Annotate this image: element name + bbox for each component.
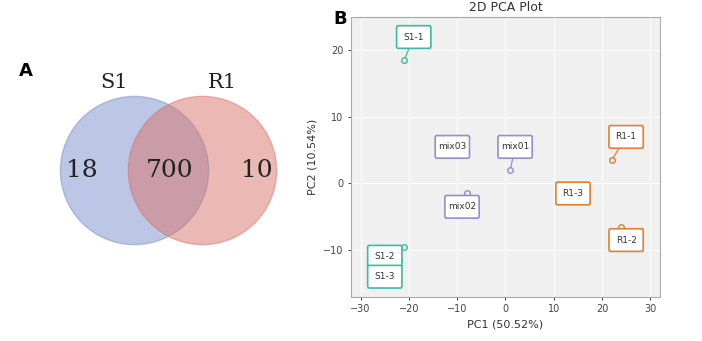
FancyBboxPatch shape bbox=[435, 136, 470, 158]
FancyBboxPatch shape bbox=[498, 136, 532, 158]
Text: A: A bbox=[19, 62, 32, 80]
Circle shape bbox=[60, 97, 208, 244]
Text: S1-3: S1-3 bbox=[375, 272, 395, 281]
Text: S1-1: S1-1 bbox=[404, 32, 424, 42]
FancyBboxPatch shape bbox=[609, 125, 643, 148]
Text: S1: S1 bbox=[100, 73, 128, 92]
Text: R1-2: R1-2 bbox=[616, 236, 637, 244]
Text: 10: 10 bbox=[241, 159, 272, 182]
Y-axis label: PC2 (10.54%): PC2 (10.54%) bbox=[307, 119, 317, 195]
Text: R1: R1 bbox=[208, 73, 237, 92]
Text: B: B bbox=[333, 10, 347, 28]
Text: mix02: mix02 bbox=[448, 202, 476, 211]
Text: R1-1: R1-1 bbox=[616, 132, 637, 142]
FancyBboxPatch shape bbox=[397, 26, 431, 48]
Text: S1-2: S1-2 bbox=[375, 252, 395, 261]
Text: 700: 700 bbox=[146, 159, 194, 182]
FancyBboxPatch shape bbox=[609, 229, 643, 251]
FancyBboxPatch shape bbox=[445, 195, 479, 218]
Text: mix03: mix03 bbox=[438, 143, 466, 151]
FancyBboxPatch shape bbox=[556, 182, 590, 205]
Text: R1-3: R1-3 bbox=[562, 189, 583, 198]
Text: mix01: mix01 bbox=[501, 143, 529, 151]
Title: 2D PCA Plot: 2D PCA Plot bbox=[468, 1, 543, 15]
FancyBboxPatch shape bbox=[368, 265, 402, 288]
Text: 18: 18 bbox=[66, 159, 98, 182]
Circle shape bbox=[128, 97, 277, 244]
X-axis label: PC1 (50.52%): PC1 (50.52%) bbox=[468, 320, 543, 330]
FancyBboxPatch shape bbox=[368, 246, 402, 268]
